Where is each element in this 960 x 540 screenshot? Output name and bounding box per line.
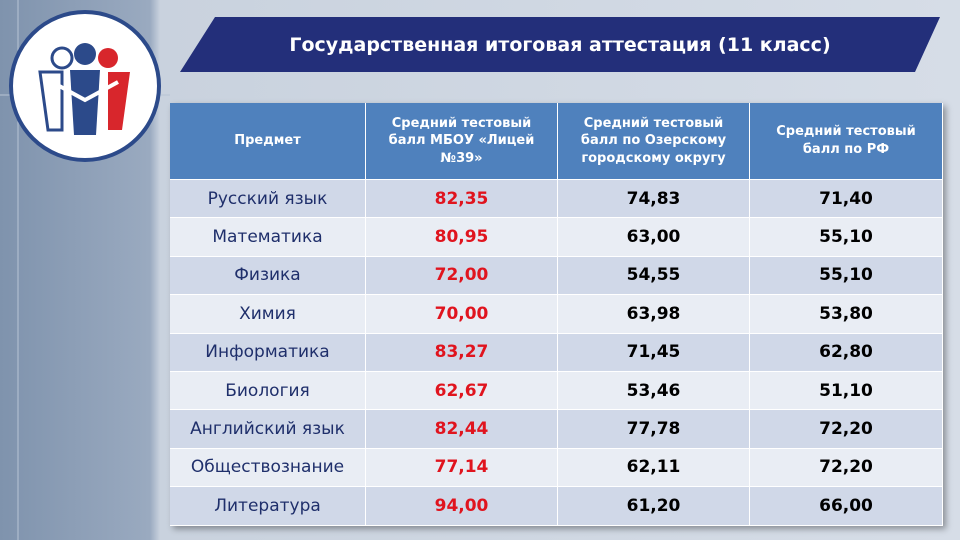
column-header: Предмет	[170, 103, 366, 180]
table-cell: 63,98	[558, 295, 750, 334]
table-row: Литература 94,00 61,20 66,00	[170, 487, 943, 526]
table-cell: 83,27	[366, 333, 558, 372]
table-cell: Английский язык	[170, 410, 366, 449]
table-cell: 63,00	[558, 218, 750, 257]
table-cell: 55,10	[750, 218, 943, 257]
table-cell: 72,20	[750, 448, 943, 488]
column-header: Средний тестовый балл МБОУ «Лицей №39»	[366, 103, 558, 180]
header-row: Предмет Средний тестовый балл МБОУ «Лицей…	[170, 103, 943, 180]
table-row: Математика 80,95 63,00 55,10	[170, 218, 943, 257]
logo	[38, 43, 130, 135]
title-banner	[180, 17, 940, 72]
table: Предмет Средний тестовый балл МБОУ «Лицей…	[170, 103, 943, 526]
table-cell: 72,00	[366, 256, 558, 296]
table-row: Физика 72,00 54,55 55,10	[170, 256, 943, 296]
table-cell: 62,67	[366, 371, 558, 411]
table-cell: 74,83	[558, 180, 750, 219]
table-cell: 77,78	[558, 410, 750, 449]
table-cell: 66,00	[750, 487, 943, 526]
table-row: Русский язык 82,35 74,83 71,40	[170, 180, 943, 219]
title: Государственная итоговая аттестация (11 …	[289, 34, 831, 56]
table-cell: Химия	[170, 295, 366, 334]
table-row: Обществознание 77,14 62,11 72,20	[170, 448, 943, 488]
table-cell: Информатика	[170, 333, 366, 372]
table-cell: Русский язык	[170, 180, 366, 219]
table-cell: 80,95	[366, 218, 558, 257]
table-cell: Физика	[170, 256, 366, 296]
table-cell: 55,10	[750, 256, 943, 296]
table-cell: 54,55	[558, 256, 750, 296]
table-cell: 62,11	[558, 448, 750, 488]
table-cell: 72,20	[750, 410, 943, 449]
table-cell: 94,00	[366, 487, 558, 526]
column-header: Средний тестовый балл по РФ	[750, 103, 943, 180]
table-cell: 71,40	[750, 180, 943, 219]
column-header: Средний тестовый балл по Озерскому город…	[558, 103, 750, 180]
table-cell: 82,35	[366, 180, 558, 219]
table-cell: 82,44	[366, 410, 558, 449]
table-cell: 53,46	[558, 371, 750, 411]
table-row: Химия 70,00 63,98 53,80	[170, 295, 943, 334]
table-cell: 51,10	[750, 371, 943, 411]
table-cell: 71,45	[558, 333, 750, 372]
table-cell: 70,00	[366, 295, 558, 334]
table-cell: Математика	[170, 218, 366, 257]
table-row: Английский язык 82,44 77,78 72,20	[170, 410, 943, 449]
table-row: Информатика 83,27 71,45 62,80	[170, 333, 943, 372]
table-row: Биология 62,67 53,46 51,10	[170, 371, 943, 411]
table-cell: Обществознание	[170, 448, 366, 488]
table-cell: 61,20	[558, 487, 750, 526]
table-cell: 53,80	[750, 295, 943, 334]
table-cell: 62,80	[750, 333, 943, 372]
table-cell: Литература	[170, 487, 366, 526]
table-cell: Биология	[170, 371, 366, 411]
table-cell: 77,14	[366, 448, 558, 488]
